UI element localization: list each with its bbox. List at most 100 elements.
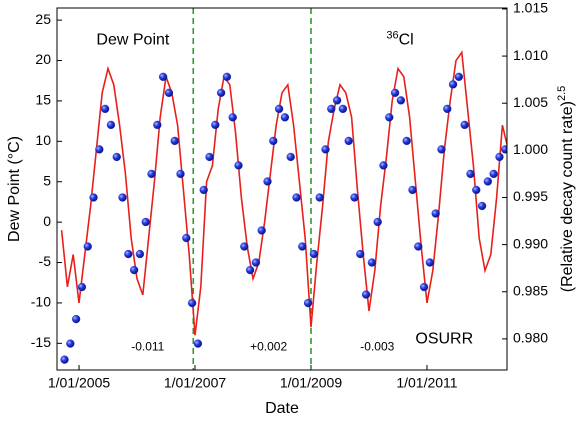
data-point: [205, 152, 214, 162]
data-point: [373, 217, 382, 227]
y2-tick-label: 1.010: [513, 47, 548, 63]
data-point: [269, 136, 278, 146]
y2-tick-label: 0.980: [513, 330, 548, 346]
data-point: [170, 136, 179, 146]
y-tick-label: 10: [35, 132, 51, 148]
data-point: [315, 193, 324, 202]
data-point: [292, 193, 301, 202]
data-point: [483, 177, 493, 186]
data-point: [379, 161, 388, 170]
data-point: [245, 265, 255, 275]
data-point: [158, 72, 168, 81]
annotation-text: +0.002: [250, 340, 287, 354]
data-point: [356, 249, 365, 259]
data-point: [402, 136, 411, 146]
data-point: [60, 355, 69, 364]
data-point: [240, 242, 249, 251]
annotation-sup: 36: [386, 29, 398, 41]
y-tick-label: -10: [31, 294, 51, 310]
annotation-text: OSURR: [415, 331, 473, 348]
data-point: [147, 169, 156, 179]
y2-tick-label: 0.985: [513, 282, 548, 298]
data-point: [414, 242, 423, 251]
data-point: [472, 185, 481, 195]
data-point: [437, 145, 446, 154]
y-tick-label: -15: [31, 334, 51, 350]
data-point: [495, 152, 504, 162]
y2-axis-label: (Relative decay count rate)2.5: [556, 86, 576, 293]
data-point: [419, 282, 429, 292]
data-point: [425, 258, 435, 267]
data-point: [199, 185, 208, 195]
data-point: [89, 193, 98, 202]
y-tick-label: 25: [35, 11, 51, 27]
annotation-text: -0.003: [360, 340, 394, 354]
data-point: [390, 88, 400, 97]
data-point: [263, 177, 272, 186]
data-point: [164, 88, 174, 97]
data-point: [501, 145, 507, 154]
data-point: [309, 249, 319, 259]
y2-axis-label-text: (Relative decay count rate): [559, 101, 576, 292]
data-point: [466, 169, 475, 179]
y-tick-label: 0: [43, 213, 51, 229]
data-point: [344, 136, 353, 146]
data-point: [460, 120, 469, 130]
data-point: [124, 249, 133, 259]
data-point: [321, 145, 330, 154]
data-point: [77, 282, 87, 292]
data-point: [71, 314, 81, 324]
data-point: [216, 88, 226, 97]
data-point: [112, 152, 121, 162]
data-point: [66, 339, 75, 348]
y-axis-label: Dew Point (°C): [6, 136, 23, 242]
y2-tick-label: 1.015: [513, 0, 548, 16]
data-point: [367, 258, 377, 267]
data-point: [222, 72, 232, 81]
data-point: [443, 104, 452, 114]
x-tick-label: 1/01/2007: [164, 375, 226, 391]
y-tick-label: 20: [35, 51, 51, 67]
y2-tick-label: 0.995: [513, 188, 548, 204]
annotation-text: -0.011: [131, 340, 164, 354]
annotation: OSURR: [415, 331, 473, 348]
y-tick-label: 15: [35, 92, 51, 108]
y2-tick-label: 1.000: [513, 141, 548, 157]
data-point: [257, 226, 266, 235]
data-point: [228, 113, 237, 122]
data-point: [361, 290, 371, 299]
data-point: [327, 104, 336, 114]
data-point: [274, 104, 284, 114]
dew-point-line: [60, 50, 507, 336]
annotation: Dew Point: [96, 32, 169, 49]
data-point: [338, 104, 348, 114]
data-point: [251, 258, 261, 267]
data-point: [187, 298, 197, 308]
data-point: [211, 120, 220, 130]
x-tick-label: 1/01/2011: [396, 375, 457, 391]
annotation: -0.003: [360, 340, 394, 354]
data-point: [396, 96, 406, 105]
data-point: [332, 96, 342, 105]
data-point: [95, 145, 104, 154]
data-point: [477, 201, 487, 211]
annotation: -0.011: [131, 340, 164, 354]
data-point: [153, 120, 162, 130]
data-point: [176, 169, 185, 179]
data-point: [298, 242, 307, 251]
y2-tick-label: 0.990: [513, 235, 548, 251]
x-tick-label: 1/01/2009: [280, 375, 342, 391]
plot-frame: [56, 7, 508, 371]
annotation-text: Dew Point: [96, 32, 169, 49]
data-point: [431, 209, 440, 218]
data-point: [118, 193, 127, 202]
annotation: 36Cl: [386, 29, 413, 48]
data-point: [141, 217, 150, 227]
annotation-text: Cl: [399, 32, 414, 49]
data-point: [135, 249, 145, 259]
data-point: [286, 152, 295, 162]
data-point: [454, 72, 464, 81]
y2-axis-label-sup: 2.5: [556, 86, 568, 101]
y2-tick-label: 1.005: [513, 94, 548, 110]
